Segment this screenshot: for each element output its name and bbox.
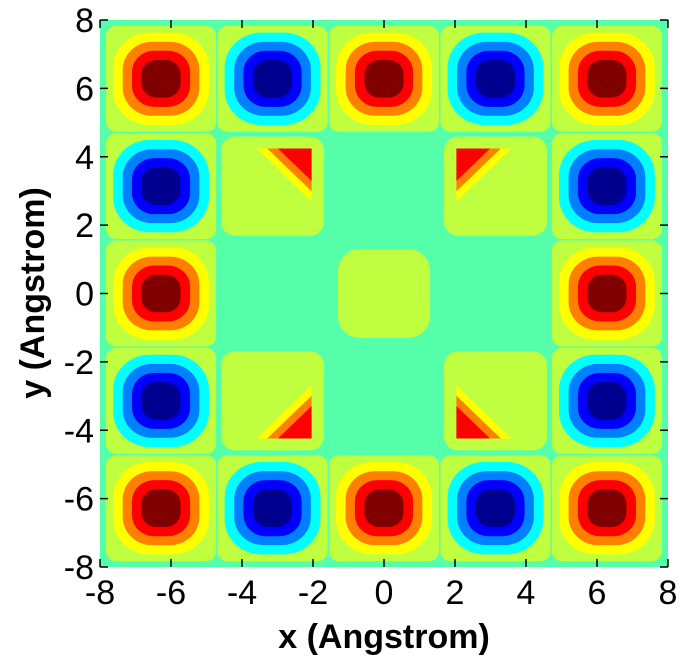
x-tick-label: 2 xyxy=(446,574,465,612)
contour-wedges xyxy=(221,136,547,451)
positive-lobe-level xyxy=(141,489,181,528)
y-tick-label: 4 xyxy=(75,139,94,177)
positive-lobe-level xyxy=(364,59,404,98)
y-tick-label: 8 xyxy=(75,2,94,40)
y-axis-title: y (Angstrom) xyxy=(14,187,52,399)
x-tick-label: -2 xyxy=(298,574,328,612)
axis-ticks xyxy=(99,19,669,568)
x-tick-label: -4 xyxy=(227,574,257,612)
x-tick-label: 4 xyxy=(517,574,536,612)
y-tick-label: -8 xyxy=(64,549,94,587)
positive-lobe-level xyxy=(141,59,181,98)
negative-lobe-level xyxy=(141,382,181,420)
positive-lobe-level xyxy=(141,274,181,313)
plot-area xyxy=(100,20,668,567)
negative-lobe-level xyxy=(141,167,181,205)
contour-lobes xyxy=(113,32,655,555)
wedge-level xyxy=(277,406,312,439)
negative-lobe-level xyxy=(475,59,515,98)
center-plateau xyxy=(337,249,431,338)
x-tick-label: -8 xyxy=(85,574,115,612)
x-tick-label: 8 xyxy=(659,574,678,612)
negative-lobe-level xyxy=(475,489,515,528)
y-tick-label: -2 xyxy=(64,344,94,382)
positive-lobe-level xyxy=(587,489,627,528)
positive-lobe-level xyxy=(587,59,627,98)
negative-lobe-level xyxy=(587,382,627,420)
x-tick-label: 0 xyxy=(375,574,394,612)
y-tick-label: 6 xyxy=(75,70,94,108)
negative-lobe-level xyxy=(253,59,293,98)
tick-labels: -8 -6 -4 -2 0 2 4 6 8 -8 -6 -4 -2 0 2 4 6 8 xyxy=(64,2,678,612)
x-tick-label: 6 xyxy=(588,574,607,612)
y-tick-label: 0 xyxy=(75,276,94,314)
y-tick-label: 2 xyxy=(75,207,94,245)
positive-lobe-level xyxy=(364,489,404,528)
negative-lobe-level xyxy=(253,489,293,528)
positive-lobe-level xyxy=(587,274,627,313)
negative-lobe-level xyxy=(587,167,627,205)
wedge-level xyxy=(456,148,491,181)
wedge-level xyxy=(277,148,312,181)
x-tick-label: -6 xyxy=(156,574,186,612)
y-tick-label: -6 xyxy=(64,481,94,519)
wedge-level xyxy=(456,406,491,439)
y-tick-label: -4 xyxy=(64,412,94,450)
x-axis-title: x (Angstrom) xyxy=(278,618,490,656)
